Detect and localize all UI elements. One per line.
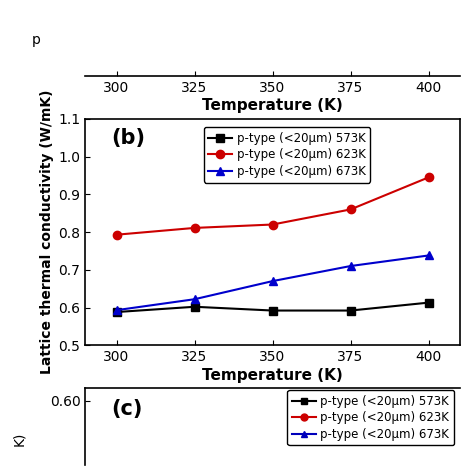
p-type (<20μm) 623K bbox=[270, 222, 275, 228]
p-type (<20μm) 673K bbox=[191, 296, 197, 302]
Legend: p-type (<20μm) 573K, p-type (<20μm) 623K, p-type (<20μm) 673K: p-type (<20μm) 573K, p-type (<20μm) 623K… bbox=[203, 127, 370, 182]
Text: p: p bbox=[31, 33, 40, 47]
p-type (<20μm) 623K bbox=[114, 232, 119, 237]
p-type (<20μm) 623K bbox=[348, 207, 354, 212]
Y-axis label: Lattice thermal conductivity (W/mK): Lattice thermal conductivity (W/mK) bbox=[40, 90, 54, 374]
X-axis label: Temperature (K): Temperature (K) bbox=[202, 98, 343, 113]
p-type (<20μm) 573K bbox=[114, 309, 119, 315]
p-type (<20μm) 573K bbox=[191, 304, 197, 310]
p-type (<20μm) 673K bbox=[270, 278, 275, 284]
Text: K): K) bbox=[12, 431, 26, 446]
Line: p-type (<20μm) 573K: p-type (<20μm) 573K bbox=[112, 299, 433, 316]
p-type (<20μm) 623K bbox=[426, 174, 431, 180]
Line: p-type (<20μm) 673K: p-type (<20μm) 673K bbox=[112, 251, 433, 314]
p-type (<20μm) 573K bbox=[426, 300, 431, 305]
p-type (<20μm) 573K bbox=[270, 308, 275, 313]
Text: (b): (b) bbox=[111, 128, 146, 148]
p-type (<20μm) 673K bbox=[426, 253, 431, 258]
p-type (<20μm) 673K bbox=[114, 307, 119, 313]
p-type (<20μm) 573K bbox=[348, 308, 354, 313]
p-type (<20μm) 673K bbox=[348, 263, 354, 269]
Line: p-type (<20μm) 623K: p-type (<20μm) 623K bbox=[112, 173, 433, 239]
p-type (<20μm) 623K bbox=[191, 225, 197, 231]
Text: (c): (c) bbox=[111, 400, 143, 419]
Legend: p-type (<20μm) 573K, p-type (<20μm) 623K, p-type (<20μm) 673K: p-type (<20μm) 573K, p-type (<20μm) 623K… bbox=[287, 390, 454, 446]
X-axis label: Temperature (K): Temperature (K) bbox=[202, 368, 343, 383]
